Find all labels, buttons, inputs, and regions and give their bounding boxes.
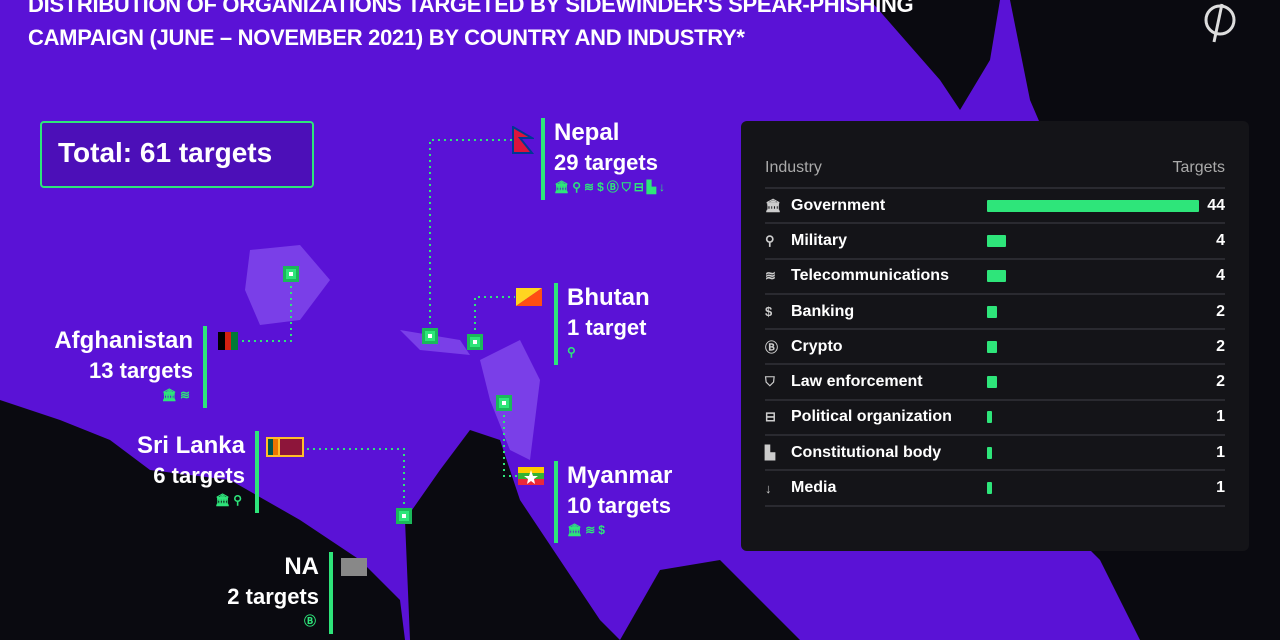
target-bar (987, 270, 1007, 283)
target-count: 2 (1216, 337, 1225, 355)
target-count: 1 (1216, 443, 1225, 461)
target-bar (987, 340, 997, 353)
brand-logo-icon (1204, 3, 1236, 43)
crypto-icon: Ⓑ (765, 340, 779, 356)
industry-icons: 🏛≋$ (567, 523, 608, 537)
target-count: 2 (1216, 302, 1225, 320)
target-count: 4 (1216, 231, 1225, 249)
country-na: NA 2 targets Ⓑ (227, 552, 333, 634)
industry-icons: 🏛⚲ (214, 493, 245, 507)
target-count: 2 (1216, 373, 1225, 391)
target-bar (987, 411, 992, 424)
target-bar (987, 305, 997, 318)
target-count: 4 (1216, 267, 1225, 285)
political-icon: ⊟ (765, 409, 776, 425)
target-bar (987, 234, 1007, 247)
industry-label: Telecommunications (791, 267, 949, 285)
industry-icons: 🏛≋ (161, 388, 193, 402)
target-count: 1 (1216, 408, 1225, 426)
government-icon: 🏛 (765, 197, 782, 213)
flag-bhutan-icon (516, 288, 542, 306)
flag-nepal-icon (512, 126, 534, 154)
table-row: ▙ Constitutional body 1 (765, 436, 1225, 472)
wifi-icon: ≋ (765, 268, 776, 284)
table-row: $ Banking 2 (765, 295, 1225, 331)
country-afghanistan: Afghanistan 13 targets 🏛≋ (54, 326, 207, 408)
industry-label: Crypto (791, 337, 843, 355)
table-row: ↓ Media 1 (765, 471, 1225, 507)
country-myanmar: Myanmar 10 targets 🏛≋$ (554, 461, 672, 543)
industry-label: Constitutional body (791, 443, 942, 461)
industry-label: Government (791, 196, 886, 214)
target-count: 1 (1216, 479, 1225, 497)
target-bar (987, 199, 1199, 212)
country-sri-lanka: Sri Lanka 6 targets 🏛⚲ (137, 431, 259, 513)
military-icon: ⚲ (567, 345, 579, 359)
flag-sri-lanka-icon (266, 437, 304, 457)
flag-afghanistan-icon (218, 332, 238, 350)
dollar-icon: $ (765, 304, 773, 320)
marker-afghanistan[interactable] (283, 266, 299, 282)
table-row: ≋ Telecommunications 4 (765, 260, 1225, 295)
target-bar (987, 446, 992, 459)
marker-myanmar[interactable] (496, 395, 512, 411)
industry-table: Industry Targets 🏛 Government 44 ⚲ Military 4… (741, 121, 1249, 551)
target-bar (987, 482, 992, 495)
table-row: ⚲ Military 4 (765, 224, 1225, 260)
media-icon: ↓ (765, 480, 772, 496)
industry-label: Political organization (791, 408, 952, 426)
target-bar (987, 376, 997, 389)
marker-bhutan[interactable] (467, 334, 483, 350)
industry-label: Media (791, 479, 837, 497)
military-icon: ⚲ (765, 232, 775, 248)
table-row: Ⓑ Crypto 2 (765, 330, 1225, 366)
industry-icons: 🏛⚲≋$Ⓑ⛉⊟▙↓ (554, 180, 669, 194)
total-targets-box: Total: 61 targets (40, 121, 314, 188)
crypto-icon: Ⓑ (303, 614, 319, 628)
country-nepal: Nepal 29 targets 🏛⚲≋$Ⓑ⛉⊟▙↓ (541, 118, 669, 200)
flag-unknown-icon (341, 558, 367, 576)
table-row: ⛉ Law enforcement 2 (765, 365, 1225, 401)
target-count: 44 (1207, 196, 1225, 214)
marker-sri-lanka[interactable] (396, 508, 412, 524)
page-title: Distribution of organizations targeted b… (28, 0, 914, 50)
table-row: ⊟ Political organization 1 (765, 401, 1225, 437)
flag-myanmar-icon (518, 467, 544, 485)
shield-icon: ⛉ (765, 374, 775, 390)
table-header: Industry Targets (765, 149, 1225, 189)
industry-label: Law enforcement (791, 373, 923, 391)
country-bhutan: Bhutan 1 target ⚲ (554, 283, 650, 365)
constitutional-icon: ▙ (765, 444, 775, 460)
table-row: 🏛 Government 44 (765, 189, 1225, 225)
industry-label: Military (791, 231, 848, 249)
industry-label: Banking (791, 302, 855, 320)
marker-nepal[interactable] (422, 328, 438, 344)
